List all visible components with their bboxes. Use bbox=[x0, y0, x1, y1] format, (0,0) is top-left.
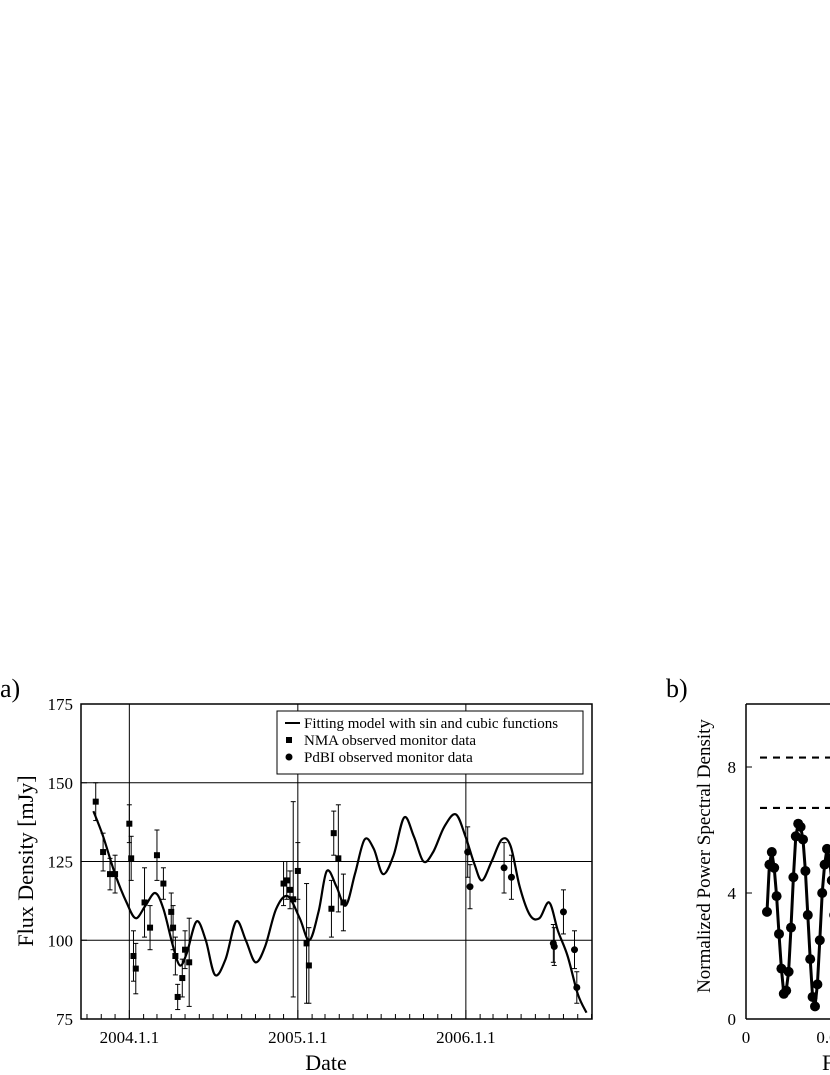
y-tick-label: 175 bbox=[48, 695, 74, 714]
legend-box bbox=[276, 710, 584, 775]
nma-point bbox=[330, 810, 337, 856]
spectrum-point bbox=[800, 865, 811, 876]
spectrum-point bbox=[826, 875, 830, 886]
y-tick-label: 4 bbox=[728, 884, 737, 903]
nma-point bbox=[92, 782, 99, 822]
panel-b-y-ticks: 0 4 8 bbox=[728, 758, 752, 1029]
panel-a-legend: Fitting model with sin and cubic functio… bbox=[276, 710, 584, 775]
spectrum-point bbox=[824, 853, 830, 864]
panel-a-x-ticks: 2004.1.1 2005.1.1 2006.1.1 bbox=[86, 1010, 593, 1047]
spectrum-point bbox=[762, 906, 772, 917]
panel-b-plot-frame bbox=[745, 703, 830, 1020]
nma-point bbox=[141, 867, 148, 938]
nma-point bbox=[328, 879, 335, 938]
nma-point bbox=[305, 927, 312, 1004]
nma-point bbox=[186, 917, 193, 1007]
pdbi-point bbox=[559, 889, 567, 935]
pdbi-point bbox=[500, 842, 508, 894]
panel-a-nma-points bbox=[92, 782, 347, 1011]
panel-b-y-axis-label: Normalized Power Spectral Density bbox=[694, 719, 715, 993]
spectrum-point bbox=[805, 954, 816, 965]
panel-b-spectrum-series bbox=[762, 818, 830, 1012]
nma-point bbox=[290, 801, 297, 998]
nma-point bbox=[160, 867, 167, 900]
spectrum-point bbox=[822, 843, 830, 854]
spectrum-point bbox=[798, 834, 808, 845]
panel-b-power-spectrum: b) 048 00.0 Normalized Power Spectral De… bbox=[666, 674, 830, 1075]
spectrum-point bbox=[817, 888, 828, 898]
pdbi-point bbox=[550, 927, 558, 966]
nma-point bbox=[128, 835, 135, 881]
spectrum-point bbox=[771, 891, 782, 902]
panel-b-x-axis-label-fragment: F bbox=[822, 1050, 830, 1075]
nma-point bbox=[153, 829, 160, 881]
y-tick-label: 150 bbox=[48, 774, 74, 793]
nma-point bbox=[179, 958, 186, 998]
x-tick-label: 2005.1.1 bbox=[268, 1028, 328, 1047]
spectrum-point bbox=[786, 922, 796, 933]
pdbi-point bbox=[466, 864, 474, 910]
nma-point bbox=[147, 905, 154, 951]
panel-a-model-curve bbox=[92, 810, 588, 1014]
nma-point bbox=[340, 873, 347, 932]
spectrum-point bbox=[795, 821, 806, 832]
y-tick-label: 100 bbox=[48, 931, 74, 950]
x-tick-label: 0 bbox=[742, 1028, 751, 1047]
nma-point bbox=[287, 870, 294, 910]
nma-point bbox=[112, 854, 119, 894]
spectrum-point bbox=[814, 935, 825, 946]
spectrum-point bbox=[807, 991, 818, 1002]
y-tick-label: 8 bbox=[728, 758, 737, 777]
nma-point bbox=[100, 832, 107, 872]
spectrum-point bbox=[781, 985, 792, 996]
legend-label-pdbi: PdBI observed monitor data bbox=[304, 750, 473, 766]
panel-a-y-ticks: 75 100 125 150 175 bbox=[48, 695, 87, 1029]
panel-b-threshold-lines bbox=[760, 756, 830, 810]
spectrum-point bbox=[810, 1001, 820, 1012]
nma-point bbox=[182, 930, 189, 970]
panel-b-x-ticks: 00.0 bbox=[742, 1028, 830, 1047]
x-tick-label: 2006.1.1 bbox=[436, 1028, 496, 1047]
y-tick-label: 0 bbox=[728, 1010, 737, 1029]
panel-a-light-curve: a) 75 100 125 150 175 2004.1.1 2005.1.1 2006.1… bbox=[0, 674, 593, 1075]
nma-point bbox=[174, 983, 181, 1011]
nma-point bbox=[283, 861, 290, 900]
x-tick-label: 2004.1.1 bbox=[100, 1028, 160, 1047]
x-tick-label: 0.0 bbox=[816, 1028, 830, 1047]
panel-a-x-axis-label: Date bbox=[305, 1050, 347, 1075]
y-tick-label: 125 bbox=[48, 853, 74, 872]
nma-point bbox=[335, 804, 342, 913]
spectrum-point bbox=[769, 862, 780, 873]
nma-point bbox=[107, 857, 114, 891]
legend-label-nma: NMA observed monitor data bbox=[304, 733, 476, 749]
panel-a-label: a) bbox=[0, 674, 20, 703]
pdbi-point bbox=[571, 930, 579, 970]
panel-a-pdbi-points bbox=[464, 826, 581, 1004]
spectrum-point bbox=[788, 872, 799, 883]
pdbi-point bbox=[507, 854, 515, 900]
pdbi-point bbox=[573, 971, 581, 1004]
y-tick-label: 75 bbox=[56, 1010, 73, 1029]
nma-point bbox=[132, 942, 139, 995]
legend-circle-symbol bbox=[285, 753, 293, 761]
spectrum-point bbox=[812, 979, 823, 990]
spectrum-point bbox=[783, 966, 794, 977]
spectrum-point bbox=[802, 910, 813, 921]
spectrum-point bbox=[766, 847, 777, 858]
pdbi-point bbox=[464, 826, 472, 878]
model-line bbox=[92, 810, 588, 1014]
nma-point bbox=[170, 905, 177, 951]
nma-point bbox=[130, 930, 137, 982]
nma-point bbox=[294, 842, 301, 900]
legend-label-model: Fitting model with sin and cubic functio… bbox=[304, 716, 558, 732]
spectrum-point bbox=[774, 928, 784, 939]
legend-square-symbol bbox=[286, 737, 292, 743]
panel-b-label: b) bbox=[666, 674, 688, 703]
panel-a-y-axis-label: Flux Density [mJy] bbox=[13, 775, 38, 946]
nma-point bbox=[172, 936, 179, 976]
